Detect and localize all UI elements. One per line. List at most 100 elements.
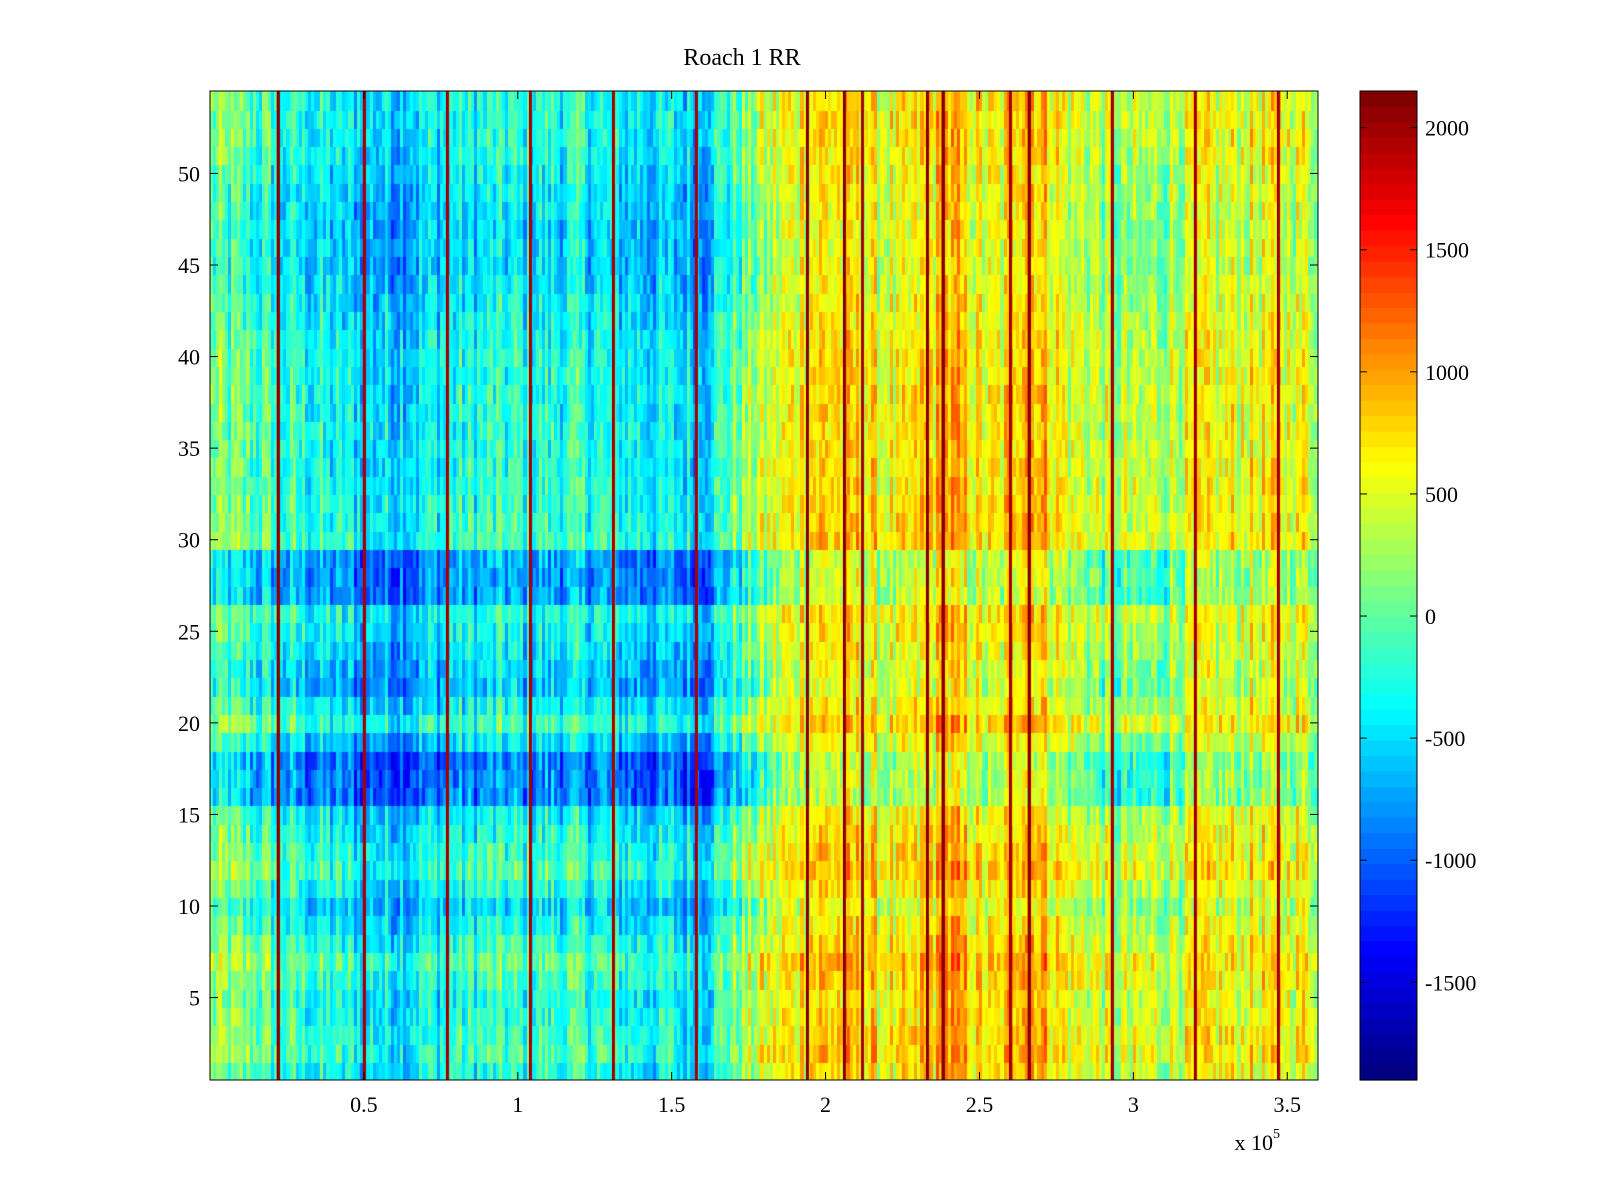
artifact-column-line bbox=[695, 91, 698, 1080]
colorbar-segment bbox=[1360, 662, 1417, 679]
x-tick-label: 1.5 bbox=[658, 1092, 686, 1117]
colorbar-segment bbox=[1360, 910, 1417, 927]
colorbar-tick-label: 1500 bbox=[1425, 238, 1469, 263]
colorbar-segment bbox=[1360, 817, 1417, 834]
colorbar-segment bbox=[1360, 554, 1417, 571]
colorbar-segment bbox=[1360, 245, 1417, 262]
colorbar-segment bbox=[1360, 925, 1417, 942]
colorbar-segment bbox=[1360, 724, 1417, 741]
x-axis-multiplier: x 105 bbox=[1235, 1127, 1281, 1155]
colorbar-segment bbox=[1360, 338, 1417, 355]
x-tick-label: 2.5 bbox=[966, 1092, 994, 1117]
colorbar-segment bbox=[1360, 678, 1417, 695]
x-tick-label: 0.5 bbox=[350, 1092, 378, 1117]
colorbar-segment bbox=[1360, 570, 1417, 587]
colorbar-tick-label: 1000 bbox=[1425, 360, 1469, 385]
artifact-column-line bbox=[1027, 91, 1030, 1080]
y-tick-label: 25 bbox=[178, 619, 200, 644]
colorbar-segment bbox=[1360, 879, 1417, 896]
artifact-column-line bbox=[276, 91, 279, 1080]
colorbar-segment bbox=[1360, 956, 1417, 973]
y-tick-label: 10 bbox=[178, 894, 200, 919]
colorbar-segment bbox=[1360, 508, 1417, 525]
colorbar-segment bbox=[1360, 369, 1417, 386]
colorbar-segment bbox=[1360, 940, 1417, 957]
colorbar-segment bbox=[1360, 415, 1417, 432]
x-multiplier-base: x 10 bbox=[1235, 1130, 1274, 1155]
artifact-column-line bbox=[1193, 91, 1196, 1080]
colorbar-segment bbox=[1360, 987, 1417, 1004]
colorbar-segment bbox=[1360, 631, 1417, 648]
y-tick-label: 30 bbox=[178, 528, 200, 553]
colorbar-segment bbox=[1360, 585, 1417, 602]
colorbar-segment bbox=[1360, 1064, 1417, 1081]
colorbar-segment bbox=[1360, 214, 1417, 231]
y-tick-label: 35 bbox=[178, 436, 200, 461]
colorbar-segment bbox=[1360, 446, 1417, 463]
artifact-column-line bbox=[1276, 91, 1279, 1080]
colorbar-segment bbox=[1360, 693, 1417, 710]
colorbar-segment bbox=[1360, 260, 1417, 278]
y-axis: 5 10 15 20 25 30 35 40 45 50 bbox=[178, 161, 1318, 1011]
colorbar-segment bbox=[1360, 353, 1417, 370]
colorbar-segment bbox=[1360, 848, 1417, 865]
x-tick-label: 3.5 bbox=[1273, 1092, 1301, 1117]
artifact-column-line bbox=[445, 91, 448, 1080]
colorbar-segment bbox=[1360, 230, 1417, 247]
colorbar-segment bbox=[1360, 971, 1417, 988]
colorbar-segment bbox=[1360, 770, 1417, 787]
y-tick-label: 45 bbox=[178, 253, 200, 278]
colorbar-segment bbox=[1360, 477, 1417, 494]
colorbar-segment bbox=[1360, 492, 1417, 509]
colorbar-frame bbox=[1359, 90, 1418, 1081]
artifact-column-line bbox=[1009, 91, 1012, 1080]
y-tick-label: 15 bbox=[178, 802, 200, 827]
colorbar-segment bbox=[1360, 1049, 1417, 1066]
colorbar-segment bbox=[1360, 1018, 1417, 1035]
colorbar-segment bbox=[1360, 863, 1417, 880]
colorbar-segment bbox=[1360, 1033, 1417, 1050]
y-tick-label: 5 bbox=[189, 986, 200, 1011]
colorbar-segment bbox=[1360, 1002, 1417, 1019]
colorbar-segment bbox=[1360, 461, 1417, 478]
artifact-column-line bbox=[612, 91, 615, 1080]
colorbar-segment bbox=[1360, 400, 1417, 417]
colorbar-segment bbox=[1360, 168, 1417, 185]
colorbar-segment bbox=[1360, 183, 1417, 200]
colorbar-tick-label: 500 bbox=[1425, 482, 1458, 507]
colorbar-segment bbox=[1360, 523, 1417, 540]
colorbar-segment bbox=[1360, 199, 1417, 216]
colorbar-segment bbox=[1360, 384, 1417, 401]
colorbar-segment bbox=[1360, 894, 1417, 911]
colorbar-segment bbox=[1360, 600, 1417, 618]
x-multiplier-exponent: 5 bbox=[1273, 1127, 1280, 1142]
colorbar-segment bbox=[1360, 832, 1417, 849]
colorbar-segment bbox=[1360, 709, 1417, 726]
y-tick-label: 20 bbox=[178, 711, 200, 736]
colorbar-segment bbox=[1360, 91, 1417, 108]
y-tick-label: 50 bbox=[178, 161, 200, 186]
colorbar-tick-label: -1000 bbox=[1425, 848, 1476, 873]
x-tick-label: 3 bbox=[1128, 1092, 1139, 1117]
artifact-column-line bbox=[861, 91, 864, 1080]
artifact-column-line bbox=[843, 91, 846, 1080]
heatmap-cells bbox=[210, 91, 1318, 1080]
heatmap-plot-area bbox=[210, 91, 1318, 1080]
colorbar-segment bbox=[1360, 616, 1417, 633]
artifact-column-line bbox=[362, 91, 365, 1080]
colorbar-segment bbox=[1360, 430, 1417, 448]
chart-title: Roach 1 RR bbox=[683, 45, 800, 71]
colorbar-tick-label: 0 bbox=[1425, 604, 1436, 629]
colorbar-tick-label: 2000 bbox=[1425, 116, 1469, 141]
colorbar-segment bbox=[1360, 307, 1417, 324]
colorbar-segment bbox=[1360, 755, 1417, 772]
artifact-column-line bbox=[529, 91, 532, 1080]
y-tick-label: 40 bbox=[178, 345, 200, 370]
colorbar-tick-label: -1500 bbox=[1425, 970, 1476, 995]
x-axis: 0.5 1 1.5 2 2.5 3 3.5 bbox=[350, 91, 1301, 1117]
x-tick-label: 2 bbox=[820, 1092, 831, 1117]
colorbar-axis: 2000 1500 1000 500 0 -500 -1000 -1500 bbox=[1360, 116, 1476, 995]
colorbar-segment bbox=[1360, 106, 1417, 123]
colorbar-segment bbox=[1360, 152, 1417, 169]
